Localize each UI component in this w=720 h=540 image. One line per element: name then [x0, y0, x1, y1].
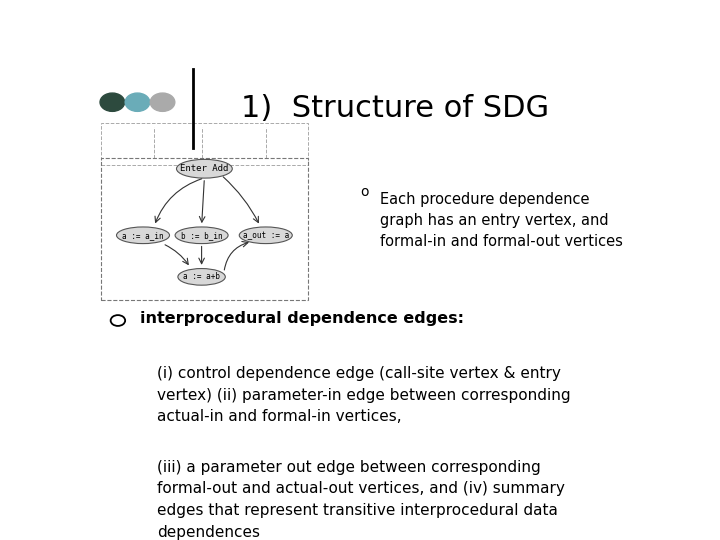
- Text: o: o: [361, 185, 369, 199]
- Text: Enter Add: Enter Add: [180, 164, 228, 173]
- Text: Each procedure dependence
graph has an entry vertex, and
formal-in and formal-ou: Each procedure dependence graph has an e…: [380, 192, 623, 248]
- Circle shape: [125, 93, 150, 111]
- Text: a := a_in: a := a_in: [122, 231, 164, 240]
- Text: a_out := a: a_out := a: [243, 231, 289, 240]
- Text: (i) control dependence edge (call-site vertex & entry
vertex) (ii) parameter-in : (i) control dependence edge (call-site v…: [157, 366, 570, 424]
- Ellipse shape: [176, 159, 233, 178]
- Ellipse shape: [178, 268, 225, 285]
- Circle shape: [100, 93, 125, 111]
- Text: a := a+b: a := a+b: [183, 272, 220, 281]
- Ellipse shape: [175, 227, 228, 244]
- Text: interprocedural dependence edges:: interprocedural dependence edges:: [140, 311, 464, 326]
- Ellipse shape: [117, 227, 169, 244]
- Circle shape: [111, 315, 125, 326]
- Text: (iii) a parameter out edge between corresponding
formal-out and actual-out verti: (iii) a parameter out edge between corre…: [157, 460, 564, 539]
- Circle shape: [150, 93, 175, 111]
- Text: b := b_in: b := b_in: [181, 231, 222, 240]
- Ellipse shape: [239, 227, 292, 244]
- Text: 1)  Structure of SDG: 1) Structure of SDG: [240, 94, 549, 123]
